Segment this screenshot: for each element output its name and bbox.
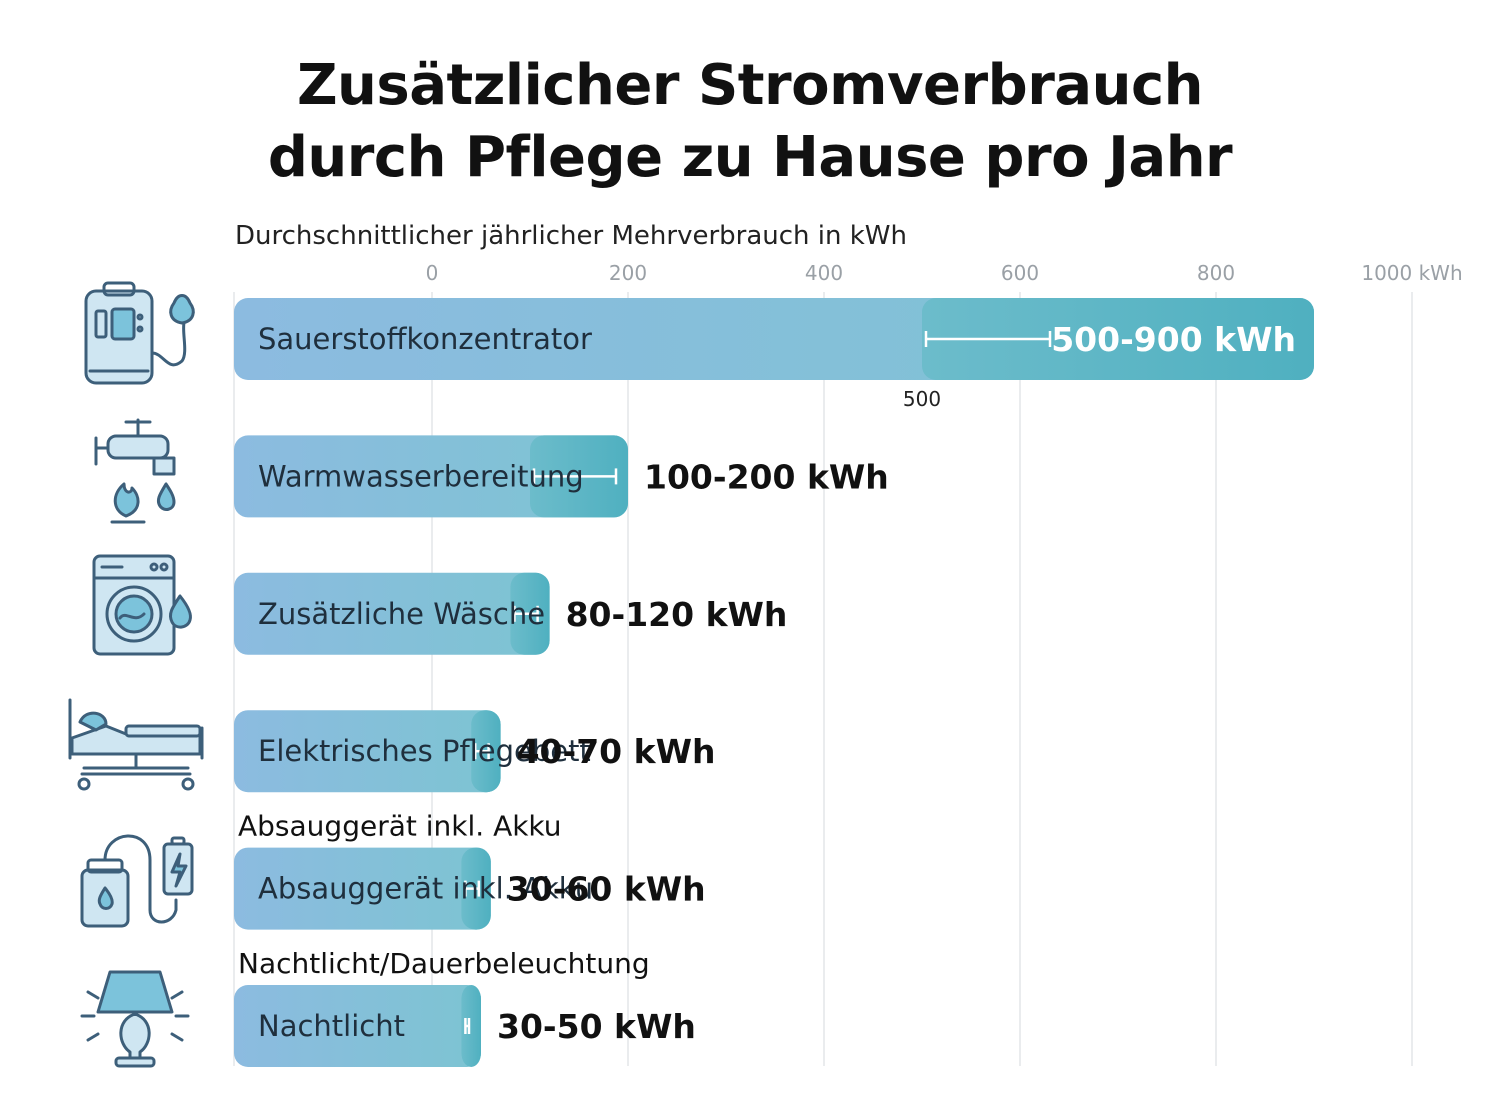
x-axis-ticks: 0 200 400 600 800 1000 kWh — [426, 261, 1463, 285]
row-extra-label: Nachtlicht/Dauerbeleuchtung — [238, 947, 650, 980]
chart-title: Zusätzlicher Stromverbrauch durch Pflege… — [0, 50, 1500, 194]
bar-range — [922, 298, 1314, 380]
bar-row: Warmwasserbereitung 100-200 kWh — [234, 435, 889, 518]
bar-label: Elektrisches Pflegebett — [258, 734, 591, 768]
bar-label: Zusätzliche Wäsche — [258, 597, 545, 631]
suction-device-battery-icon — [80, 834, 194, 928]
x-tick-label: 800 — [1197, 261, 1235, 285]
x-tick-label: 200 — [609, 261, 647, 285]
bar-label: Sauerstoffkonzentrator — [258, 322, 592, 356]
washing-machine-icon — [92, 554, 192, 656]
water-tap-flame-icon — [94, 418, 176, 524]
chart-title-line-2: durch Pflege zu Hause pro Jahr — [267, 125, 1233, 190]
x-tick-label: 0 — [426, 261, 439, 285]
bar — [234, 847, 491, 930]
row-extra-label: Absauggerät inkl. Akku — [238, 810, 562, 843]
x-tick-label: 400 — [805, 261, 843, 285]
bar-row: Zusätzliche Wäsche 80-120 kWh — [234, 572, 788, 655]
bar — [234, 710, 501, 793]
value-label: 30-50 kWh — [497, 1007, 696, 1046]
value-label: 30-60 kWh — [507, 870, 706, 909]
bar — [234, 435, 628, 518]
bar-range — [461, 985, 481, 1067]
range-annotation: 500 — [903, 387, 941, 411]
value-label: 500-900 kWh — [1051, 320, 1296, 359]
oxygen-concentrator-icon — [84, 281, 195, 385]
bar — [234, 985, 481, 1067]
night-lamp-icon — [80, 970, 190, 1068]
x-tick-label: 600 — [1001, 261, 1039, 285]
bar-row: Nachtlicht 30-50 kWh — [234, 985, 696, 1067]
chart-title-line-1: Zusätzlicher Stromverbrauch — [296, 53, 1204, 118]
bar-row: Sauerstoffkonzentrator 500-900 kWh — [234, 298, 1314, 380]
bar — [234, 572, 550, 655]
value-label: 100-200 kWh — [644, 457, 889, 496]
bar-label: Absauggerät inkl. Akku — [258, 872, 593, 906]
bar-label: Warmwasserbereitung — [258, 459, 584, 493]
bars: Sauerstoffkonzentrator 500-900 kWh Warmwas… — [234, 298, 1314, 1067]
grid-lines — [233, 292, 1413, 1066]
care-bed-icon — [68, 698, 204, 791]
chart-subtitle: Durchschnittlicher jährlicher Mehrverbra… — [235, 221, 907, 251]
bar-label: Nachtlicht — [258, 1009, 405, 1043]
x-tick-label: 1000 kWh — [1361, 261, 1462, 285]
value-label: 40-70 kWh — [517, 732, 716, 771]
value-label: 80-120 kWh — [566, 595, 788, 634]
